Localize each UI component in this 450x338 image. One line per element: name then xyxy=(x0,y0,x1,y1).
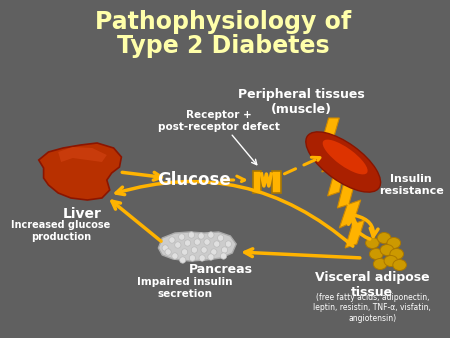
Circle shape xyxy=(184,240,191,246)
Text: Pancreas: Pancreas xyxy=(189,263,252,276)
Circle shape xyxy=(204,239,210,245)
Text: (free fatty acids, adiponectin,
leptin, resistin, TNF-α, visfatin,
angiotensin): (free fatty acids, adiponectin, leptin, … xyxy=(314,293,431,323)
Ellipse shape xyxy=(377,233,391,243)
Ellipse shape xyxy=(369,248,383,260)
Ellipse shape xyxy=(387,238,400,248)
Text: Peripheral tissues
(muscle): Peripheral tissues (muscle) xyxy=(238,88,365,116)
Bar xyxy=(272,171,281,193)
PathPatch shape xyxy=(158,232,236,261)
Circle shape xyxy=(208,232,214,238)
Circle shape xyxy=(220,253,227,259)
Circle shape xyxy=(172,253,178,259)
Circle shape xyxy=(181,249,188,255)
Text: Visceral adipose
tissue: Visceral adipose tissue xyxy=(315,271,430,299)
Circle shape xyxy=(217,235,224,241)
Circle shape xyxy=(165,249,171,255)
Ellipse shape xyxy=(374,259,387,269)
FancyArrowPatch shape xyxy=(112,201,161,241)
Text: Impaired insulin
secretion: Impaired insulin secretion xyxy=(137,277,232,298)
PathPatch shape xyxy=(58,147,107,162)
Circle shape xyxy=(191,247,198,253)
FancyArrowPatch shape xyxy=(348,217,370,239)
Circle shape xyxy=(169,237,175,243)
Circle shape xyxy=(194,239,200,245)
Text: Insulin
resistance: Insulin resistance xyxy=(379,174,444,196)
Polygon shape xyxy=(321,118,345,196)
Circle shape xyxy=(189,232,194,238)
Text: Pathophysiology of: Pathophysiology of xyxy=(95,10,351,34)
Text: Increased glucose
production: Increased glucose production xyxy=(11,220,111,242)
Text: Glucose: Glucose xyxy=(158,171,231,189)
Text: Receptor +
post-receptor defect: Receptor + post-receptor defect xyxy=(158,111,279,132)
FancyArrowPatch shape xyxy=(356,216,378,236)
Circle shape xyxy=(180,257,186,263)
Circle shape xyxy=(179,234,185,240)
Ellipse shape xyxy=(323,140,368,174)
Circle shape xyxy=(225,241,232,247)
PathPatch shape xyxy=(39,143,122,200)
FancyArrowPatch shape xyxy=(221,176,245,184)
Circle shape xyxy=(162,245,168,251)
Ellipse shape xyxy=(393,260,406,270)
Bar xyxy=(253,171,261,193)
Circle shape xyxy=(214,241,220,247)
Circle shape xyxy=(189,255,196,261)
FancyArrowPatch shape xyxy=(245,249,360,258)
Ellipse shape xyxy=(380,244,394,256)
FancyArrowPatch shape xyxy=(284,157,320,174)
Ellipse shape xyxy=(390,248,404,260)
Ellipse shape xyxy=(384,256,398,266)
FancyArrowPatch shape xyxy=(116,182,353,246)
FancyArrowPatch shape xyxy=(232,135,257,165)
Text: Liver: Liver xyxy=(63,207,102,221)
Polygon shape xyxy=(338,182,364,248)
Circle shape xyxy=(201,247,207,253)
Circle shape xyxy=(198,233,204,239)
Ellipse shape xyxy=(365,238,379,248)
Ellipse shape xyxy=(306,132,381,192)
FancyArrowPatch shape xyxy=(122,172,162,180)
Circle shape xyxy=(211,249,217,255)
Circle shape xyxy=(175,242,181,248)
Circle shape xyxy=(199,255,205,261)
Text: Type 2 Diabetes: Type 2 Diabetes xyxy=(117,34,330,58)
Circle shape xyxy=(221,247,228,253)
Circle shape xyxy=(208,254,214,260)
